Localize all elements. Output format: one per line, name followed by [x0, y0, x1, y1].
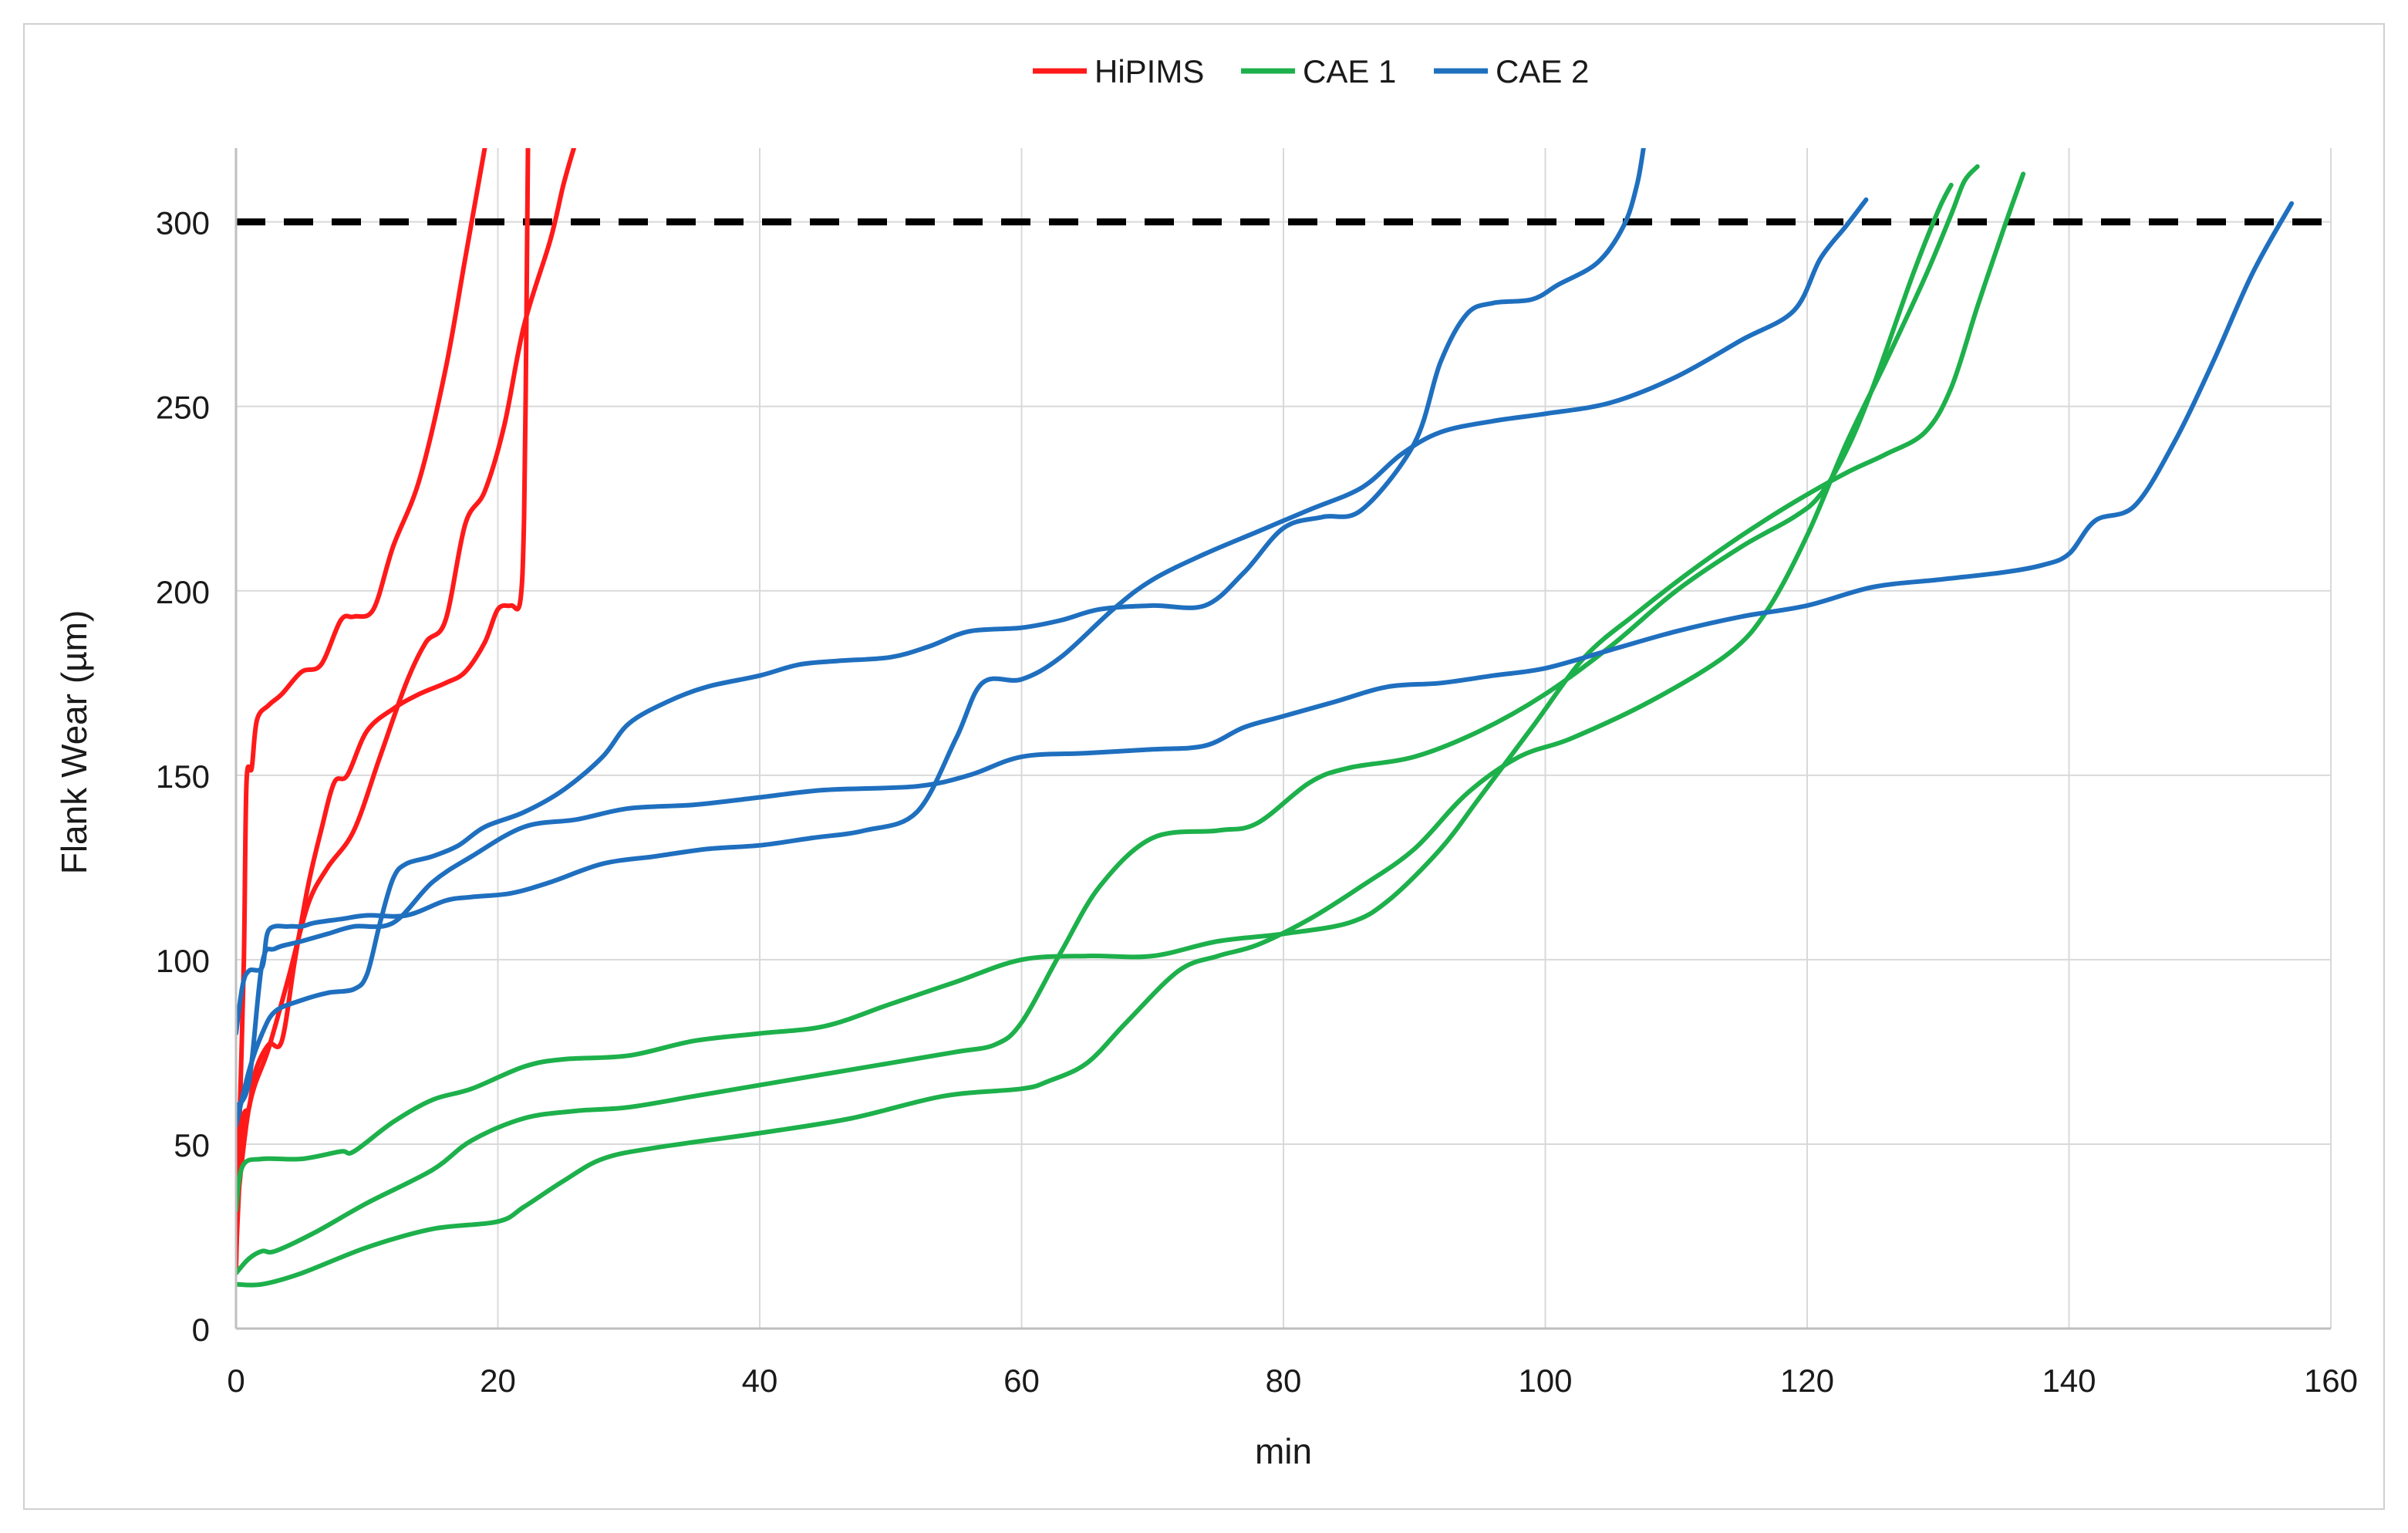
y-tick-label: 150: [156, 758, 210, 795]
legend: HiPIMS CAE 1 CAE 2: [1033, 53, 1589, 89]
x-tick-label: 0: [227, 1362, 245, 1399]
x-tick-label: 120: [1780, 1362, 1834, 1399]
x-tick-label: 80: [1266, 1362, 1302, 1399]
series-layer: [236, 148, 2295, 1288]
grid: [235, 148, 2332, 1329]
x-tick-label: 140: [2042, 1362, 2096, 1399]
x-tick-label: 60: [1003, 1362, 1040, 1399]
y-tick-label: 300: [156, 205, 210, 241]
series-line-hipims-1: [236, 148, 487, 1272]
y-tick-label: 100: [156, 943, 210, 979]
legend-label: CAE 1: [1303, 53, 1396, 89]
chart-frame: 0 50 100 150 200 250 300 0 20 40 60 80 100 120 140 160 …: [23, 23, 2385, 1510]
y-axis-label: Flank Wear (µm): [54, 610, 94, 875]
series-line-cae-2-9: [236, 201, 2295, 1110]
x-axis-label: min: [1255, 1431, 1312, 1471]
x-tick-label: 40: [742, 1362, 778, 1399]
y-tick-label: 250: [156, 390, 210, 426]
y-tick-label: 200: [156, 574, 210, 610]
legend-label: HiPIMS: [1094, 53, 1204, 89]
axes: 0 50 100 150 200 250 300 0 20 40 60 80 100 120 140 160: [156, 148, 2358, 1399]
y-tick-label: 50: [174, 1127, 210, 1163]
series-line-cae-2-8: [236, 197, 1869, 1036]
series-line-cae-1-6: [236, 171, 2026, 1213]
series-line-cae-2-7: [236, 148, 1646, 1128]
series-line-hipims-3: [236, 148, 576, 1221]
x-tick-label: 160: [2304, 1362, 2358, 1399]
x-tick-label: 100: [1518, 1362, 1572, 1399]
x-tick-label: 20: [480, 1362, 516, 1399]
legend-label: CAE 2: [1496, 53, 1589, 89]
series-line-cae-1-5: [236, 182, 1954, 1276]
series-line-cae-1-4: [236, 164, 1980, 1288]
series-line-hipims-2: [236, 148, 531, 1258]
y-tick-label: 0: [192, 1312, 210, 1348]
